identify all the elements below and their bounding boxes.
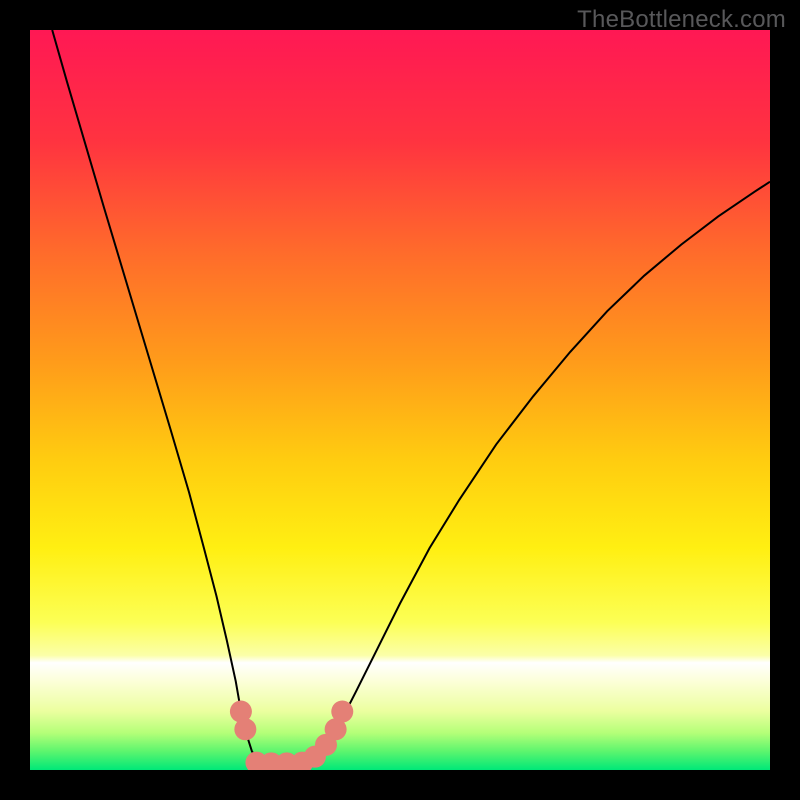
gradient-background bbox=[30, 30, 770, 770]
curve-marker bbox=[234, 718, 256, 740]
chart-frame: TheBottleneck.com bbox=[0, 0, 800, 800]
plot-area bbox=[30, 30, 770, 770]
chart-svg bbox=[30, 30, 770, 770]
curve-marker bbox=[331, 701, 353, 723]
